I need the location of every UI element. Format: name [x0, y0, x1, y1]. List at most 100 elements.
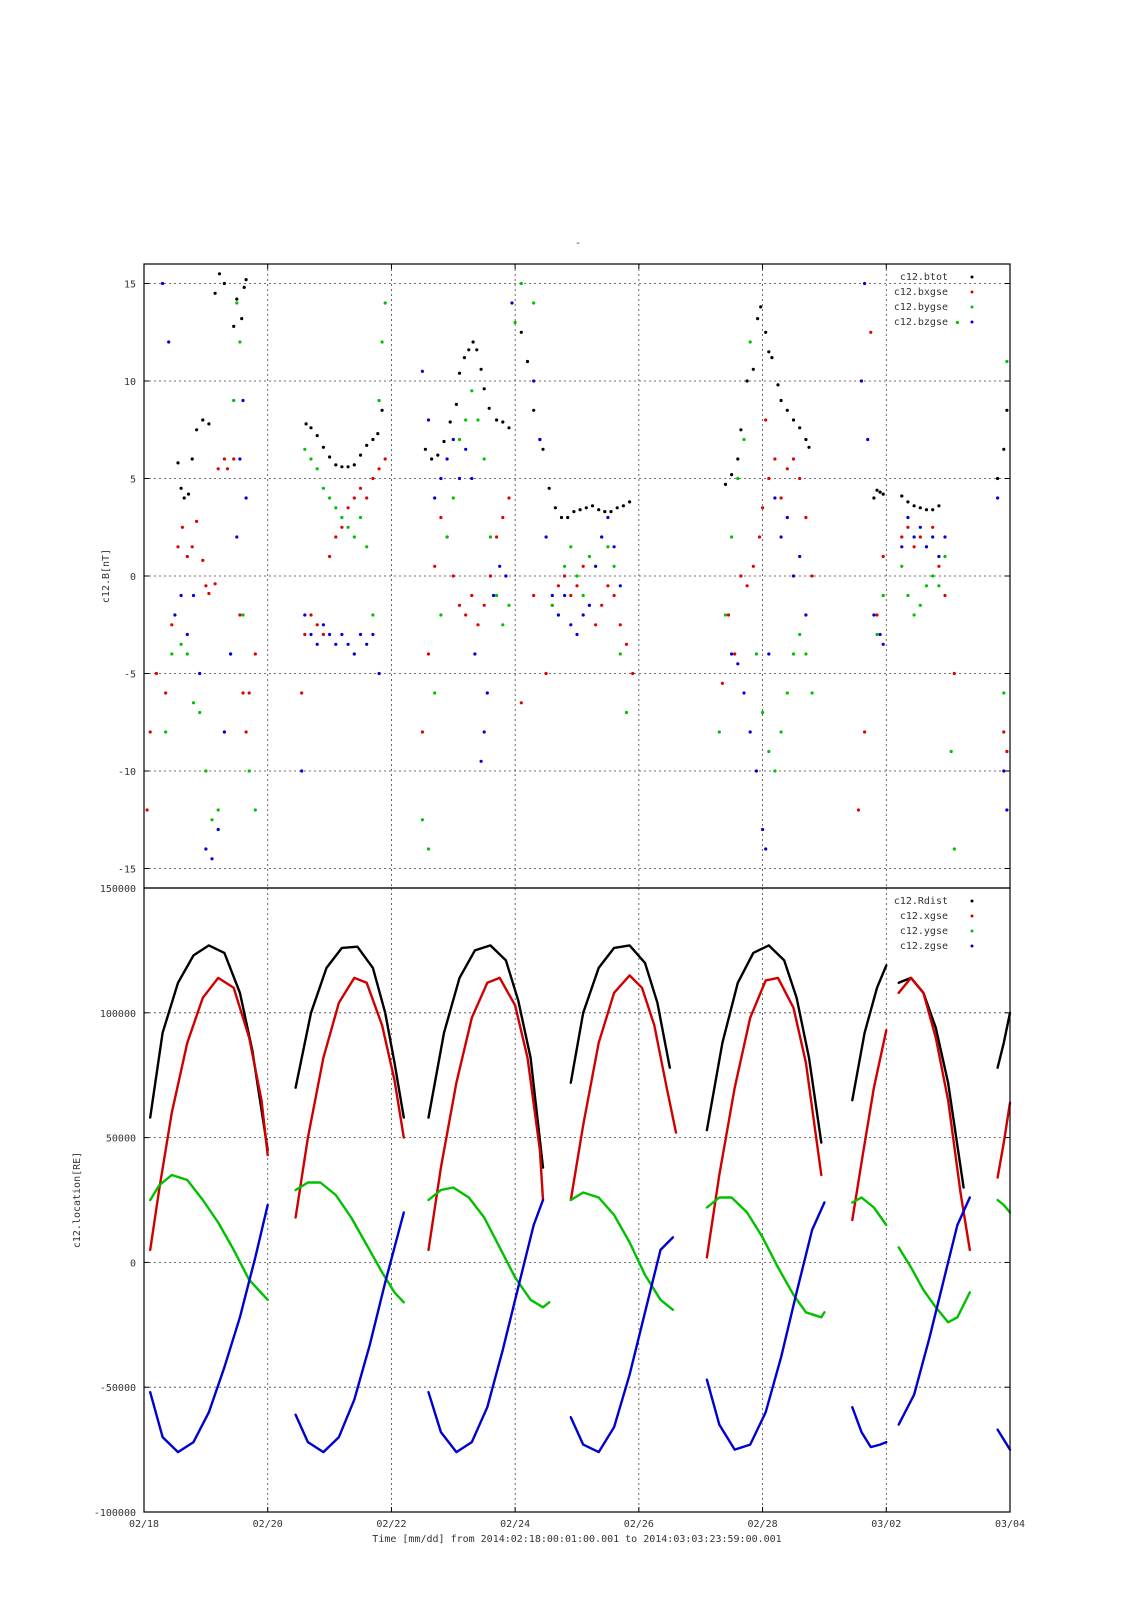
legend-marker: [970, 944, 974, 948]
data-point: [856, 808, 861, 812]
data-point: [519, 330, 523, 334]
data-point: [346, 506, 350, 510]
data-point: [881, 593, 885, 598]
data-point: [376, 432, 380, 436]
data-point: [943, 593, 947, 598]
data-point: [798, 426, 802, 430]
data-point: [232, 457, 236, 461]
data-point: [457, 476, 462, 481]
y-tick-label: -15: [118, 865, 136, 876]
series-line: [569, 944, 671, 1084]
legend: c12.btot c12.bxgse c12.bygse c12.bzgse: [894, 272, 974, 328]
data-point: [745, 584, 749, 588]
y-tick-label: -10: [118, 767, 136, 778]
data-point: [736, 476, 740, 481]
data-point: [445, 457, 449, 461]
data-point: [764, 330, 768, 334]
data-point: [869, 330, 873, 334]
series-c12-bzgse: [161, 281, 1009, 861]
data-point: [476, 418, 480, 422]
legend-marker: [970, 275, 974, 279]
data-point: [383, 457, 387, 461]
data-point: [328, 496, 332, 500]
data-point: [433, 496, 437, 500]
data-point: [352, 496, 356, 500]
data-point: [584, 506, 588, 510]
data-point: [340, 515, 344, 520]
legend-entry: c12.bzgse: [894, 317, 948, 328]
data-point: [352, 535, 356, 539]
data-point: [875, 632, 879, 637]
data-point: [470, 593, 474, 598]
series-line: [705, 944, 823, 1144]
data-point: [195, 519, 199, 524]
data-point: [170, 623, 174, 627]
data-point: [736, 457, 740, 461]
data-point: [872, 496, 876, 500]
legend-marker: [970, 290, 974, 294]
data-point: [380, 408, 384, 412]
legend-marker: [970, 320, 974, 324]
data-point: [482, 457, 486, 461]
data-point: [222, 730, 226, 734]
data-point: [785, 408, 789, 412]
data-point: [482, 730, 486, 734]
data-point: [730, 535, 734, 539]
data-point: [179, 486, 183, 490]
data-point: [238, 340, 242, 344]
y-tick-label: -100000: [94, 1508, 136, 1519]
data-point: [371, 476, 375, 481]
data-point: [420, 818, 424, 822]
data-point: [575, 632, 579, 637]
data-point: [717, 730, 721, 734]
data-point: [462, 356, 466, 360]
data-point: [457, 371, 462, 375]
data-point: [612, 564, 616, 568]
data-point: [377, 467, 381, 471]
data-point: [235, 535, 239, 539]
data-point: [180, 525, 184, 529]
data-point: [612, 593, 616, 598]
data-point: [1002, 769, 1006, 773]
data-point: [556, 613, 561, 617]
data-point: [615, 506, 619, 510]
data-point: [213, 582, 217, 586]
data-point: [433, 691, 437, 695]
data-point: [501, 623, 505, 627]
y-tick-label: 100000: [100, 1009, 136, 1020]
data-point: [247, 691, 251, 695]
data-point: [201, 558, 205, 563]
data-point: [185, 652, 189, 656]
data-point: [235, 297, 239, 301]
data-point: [430, 457, 434, 461]
data-point: [507, 603, 511, 607]
data-point: [315, 434, 319, 438]
data-point: [937, 584, 941, 588]
data-point: [952, 671, 956, 676]
data-point: [563, 574, 567, 578]
data-point: [730, 473, 734, 477]
data-point: [439, 515, 443, 520]
data-point: [807, 445, 811, 449]
x-tick-labels: 02/18 02/20 02/22 02/24 02/26 02/28 03/02 03/04: [129, 264, 1025, 1530]
data-point: [924, 584, 929, 588]
data-point: [504, 574, 508, 578]
data-point: [918, 603, 922, 607]
data-point: [606, 584, 610, 588]
plot-frame: [143, 887, 1011, 1513]
data-point: [479, 759, 483, 763]
data-point: [190, 457, 194, 461]
x-tick-label: 02/22: [376, 1519, 406, 1530]
data-points: [148, 944, 1012, 1454]
data-point: [606, 545, 610, 549]
data-point: [767, 350, 771, 354]
x-tick-label: 02/20: [253, 1519, 283, 1530]
series-line: [569, 1191, 675, 1312]
data-point: [597, 508, 601, 512]
data-point: [575, 584, 579, 588]
data-point: [334, 463, 338, 467]
data-point: [569, 593, 573, 598]
series-line: [705, 1201, 826, 1451]
data-point: [866, 437, 870, 442]
data-point: [216, 808, 220, 812]
